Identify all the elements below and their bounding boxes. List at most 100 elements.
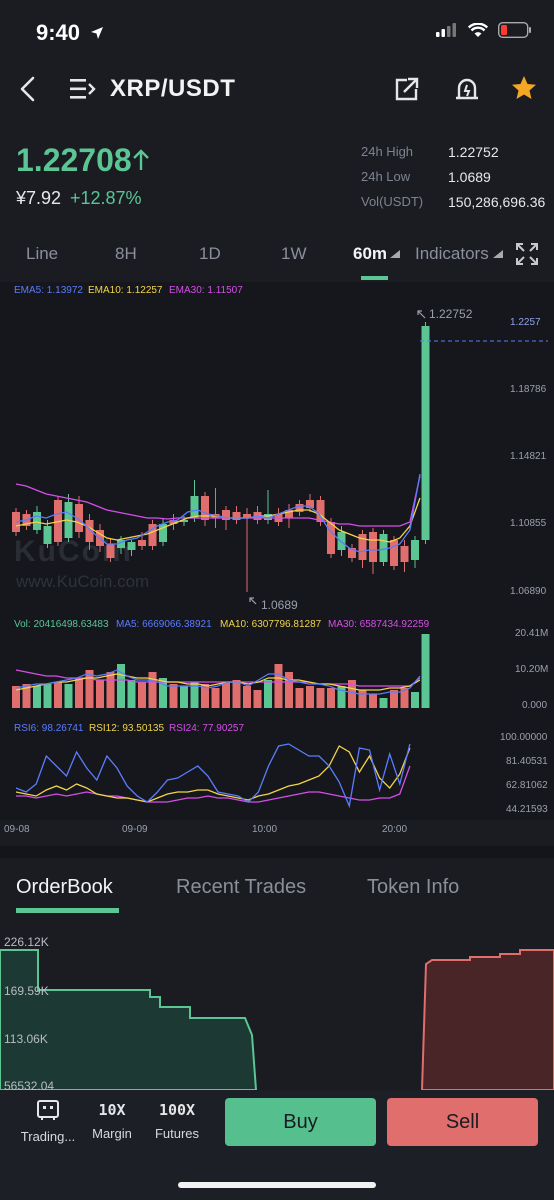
tab-orderbook[interactable]: OrderBook — [16, 876, 113, 898]
candle-body — [222, 510, 230, 520]
nav-margin-label: Margin — [92, 1126, 132, 1141]
candle-body — [421, 326, 430, 540]
nav-futures[interactable]: 100X Futures — [148, 1098, 206, 1141]
volume-bar — [12, 686, 20, 708]
pair-title[interactable]: XRP/USDT — [110, 75, 236, 102]
volume-bar — [75, 678, 83, 708]
candle-body — [327, 522, 335, 554]
candle-body — [159, 524, 167, 542]
volume-bar — [96, 680, 104, 708]
volume-bar — [43, 684, 52, 708]
candle-body — [33, 512, 41, 530]
volume-bar — [138, 682, 146, 708]
volume-bar — [222, 682, 230, 708]
candle-body — [232, 512, 241, 520]
volume-bar — [316, 688, 325, 708]
volume-bar — [169, 684, 178, 708]
sell-button[interactable]: Sell — [387, 1098, 538, 1146]
candle-body — [306, 500, 314, 508]
depth-axis-label-4: 56532.04 — [4, 1079, 55, 1093]
volume-bar — [180, 686, 188, 708]
margin-10x-icon: 10X — [98, 1101, 126, 1119]
volume-bar — [379, 698, 388, 708]
volume-bar — [211, 688, 220, 708]
candle-body — [190, 496, 199, 518]
tab-token-info[interactable]: Token Info — [367, 876, 460, 898]
share-icon[interactable] — [394, 76, 420, 102]
price-axis-label-2: 1.18786 — [510, 384, 547, 395]
stat-vol-label: Vol(USDT) — [361, 194, 424, 209]
volume-bar — [358, 690, 367, 708]
volume-bar — [348, 680, 356, 708]
price-change: +12.87% — [70, 188, 142, 208]
stat-low-value: 1.0689 — [448, 169, 491, 185]
home-indicator — [178, 1182, 376, 1188]
price-alert-icon[interactable] — [453, 74, 481, 102]
candle-body — [243, 514, 251, 518]
candle-body — [411, 540, 419, 560]
volume-bar — [264, 680, 272, 708]
tab-1w[interactable]: 1W — [281, 244, 307, 263]
stat-high-value: 1.22752 — [448, 144, 499, 160]
ema5-legend: EMA5: 1.13972 — [14, 285, 83, 296]
back-chevron-icon[interactable] — [18, 76, 38, 102]
ma30-legend: MA30: 6587434.92259 — [328, 619, 430, 630]
candle-body — [169, 520, 178, 524]
volume-bar — [390, 690, 398, 708]
ma5-legend: MA5: 6669066.38921 — [116, 619, 212, 630]
tab-line[interactable]: Line — [26, 244, 59, 263]
chart-panel[interactable] — [0, 282, 554, 820]
rsi-chart[interactable] — [0, 736, 554, 812]
rsi-axis-label-1: 100.00000 — [500, 732, 548, 743]
volume-bar — [306, 686, 314, 708]
futures-100x-icon: 100X — [158, 1101, 196, 1119]
trading-icon — [37, 1100, 59, 1120]
depth-chart[interactable] — [0, 930, 554, 1090]
time-axis-label-3: 10:00 — [252, 824, 278, 835]
candle-body — [400, 546, 409, 562]
price-axis-label-4: 1.10855 — [510, 518, 547, 529]
fullscreen-icon[interactable] — [515, 242, 539, 266]
price-axis-label-1: 1.2257 — [510, 317, 541, 328]
pair-menu-icon[interactable] — [70, 78, 96, 100]
volume-chart[interactable] — [0, 630, 554, 710]
volume-bar — [117, 664, 125, 708]
candle-body — [264, 514, 272, 520]
price-cny: ¥7.92 — [16, 188, 62, 208]
section-divider — [0, 846, 554, 858]
volume-bar — [54, 682, 62, 708]
volume-bar — [411, 692, 419, 708]
rsi6-legend: RSI6: 98.26741 — [14, 723, 84, 734]
nav-trading[interactable]: Trading... — [16, 1098, 80, 1144]
volume-bar — [274, 664, 283, 708]
buy-button[interactable]: Buy — [225, 1098, 376, 1146]
time-axis-label-4: 20:00 — [382, 824, 408, 835]
favorite-star-icon[interactable] — [510, 74, 538, 102]
nav-trading-label: Trading... — [20, 1129, 76, 1144]
volume-bar — [243, 686, 251, 708]
rsi-axis-label-3: 62.81062 — [506, 780, 548, 791]
tab-recent-trades[interactable]: Recent Trades — [176, 876, 307, 898]
volume-bar — [159, 678, 167, 708]
stat-low-label: 24h Low — [361, 169, 411, 184]
vol-axis-label-1: 20.41M — [515, 628, 549, 639]
high-marker-arrow-icon — [417, 310, 426, 319]
candlestick-chart[interactable] — [0, 300, 554, 614]
volume-bar — [337, 686, 346, 708]
vol-axis-label-3: 0.000 — [522, 700, 548, 711]
volume-bar — [232, 680, 241, 708]
tab-indicators[interactable]: Indicators — [415, 244, 489, 263]
tab-8h[interactable]: 8H — [115, 244, 137, 263]
tab-60m-dropdown-icon — [390, 250, 400, 258]
candle-body — [390, 540, 398, 566]
watermark-url: www.KuCoin.com — [16, 572, 150, 591]
volume-bar — [253, 690, 262, 708]
nav-margin[interactable]: 10X Margin — [88, 1098, 136, 1141]
vol-axis-label-2: 10.20M — [515, 664, 549, 675]
tab-1d[interactable]: 1D — [199, 244, 221, 263]
rsi24-legend: RSI24: 77.90257 — [169, 723, 245, 734]
location-arrow-icon — [91, 27, 103, 39]
ema10-legend: EMA10: 1.12257 — [88, 285, 163, 296]
tab-60m[interactable]: 60m — [353, 244, 388, 263]
low-marker-arrow-icon — [249, 597, 257, 605]
